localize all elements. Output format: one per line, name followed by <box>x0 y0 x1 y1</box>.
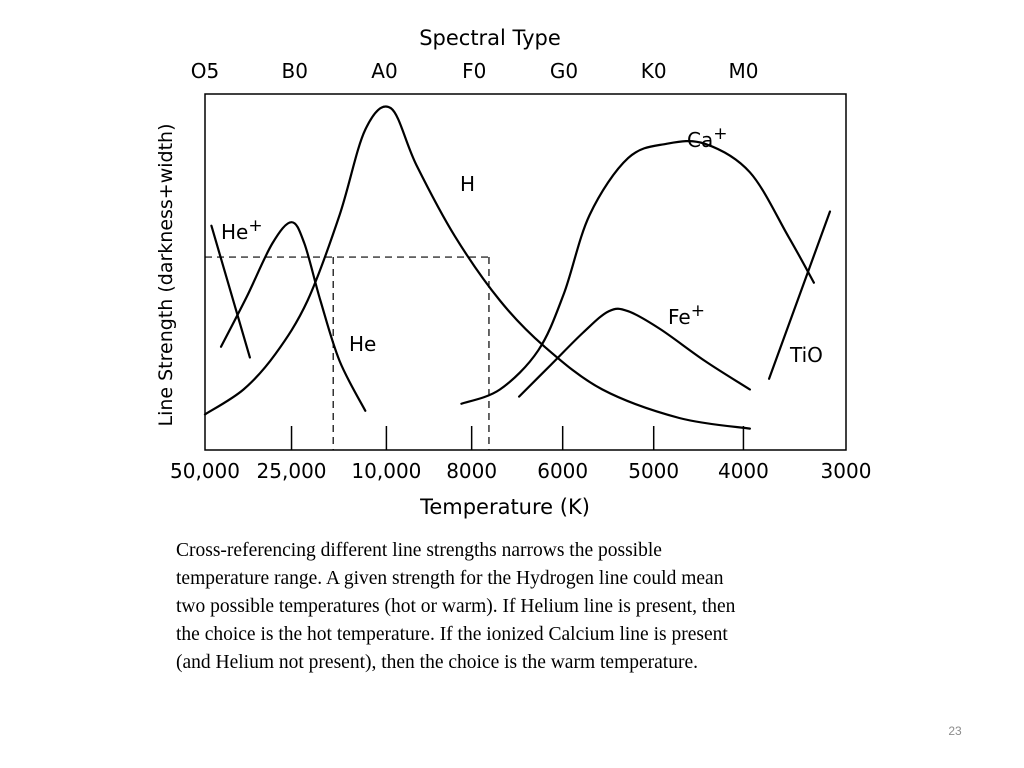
x-tick-label-10-000: 10,000 <box>351 459 421 483</box>
figure-caption: Cross-referencing different line strengt… <box>176 537 876 677</box>
x-tick-label-50-000: 50,000 <box>170 459 240 483</box>
series-line-tio <box>767 210 832 380</box>
series-line-he <box>219 221 367 412</box>
x-axis-label: Temperature (K) <box>419 495 590 519</box>
plot-frame <box>204 93 847 451</box>
top-tick-label-a0: A0 <box>371 59 397 83</box>
caption-line-4: the choice is the hot temperature. If th… <box>176 624 728 645</box>
series-label-he: He <box>349 332 376 356</box>
top-tick-label-g0: G0 <box>550 59 578 83</box>
caption-line-3: two possible temperatures (hot or warm).… <box>176 596 736 617</box>
caption-line-5: (and Helium not present), then the choic… <box>176 652 698 673</box>
series-label-ca-plus: Ca+ <box>687 124 727 152</box>
series-label-he-plus: He+ <box>221 216 263 244</box>
series-label-tio: TiO <box>789 343 823 367</box>
series-line-he-plus <box>210 224 251 359</box>
series-line-ca-plus <box>460 140 815 405</box>
series-label-fe-plus: Fe+ <box>668 301 705 329</box>
top-tick-label-k0: K0 <box>641 59 667 83</box>
series-label-h: H <box>460 172 475 196</box>
x-tick-label-5000: 5000 <box>628 459 679 483</box>
chart-title: Spectral Type <box>419 26 561 50</box>
series-line-h <box>203 105 751 430</box>
caption-line-1: Cross-referencing different line strengt… <box>176 540 662 561</box>
spectral-line-strength-chart: Spectral Type Temperature (K) Line Strengt… <box>155 26 872 519</box>
y-axis-label: Line Strength (darkness+width) <box>155 123 177 426</box>
top-tick-label-b0: B0 <box>282 59 308 83</box>
caption-line-2: temperature range. A given strength for … <box>176 568 724 589</box>
slide-number: 23 <box>948 724 962 738</box>
top-tick-label-o5: O5 <box>191 59 219 83</box>
x-tick-label-25-000: 25,000 <box>257 459 327 483</box>
x-tick-label-3000: 3000 <box>821 459 872 483</box>
x-tick-label-4000: 4000 <box>718 459 769 483</box>
series-line-fe-plus <box>517 307 751 398</box>
x-tick-label-8000: 8000 <box>446 459 497 483</box>
top-tick-label-f0: F0 <box>462 59 486 83</box>
top-tick-label-m0: M0 <box>728 59 758 83</box>
x-tick-label-6000: 6000 <box>537 459 588 483</box>
